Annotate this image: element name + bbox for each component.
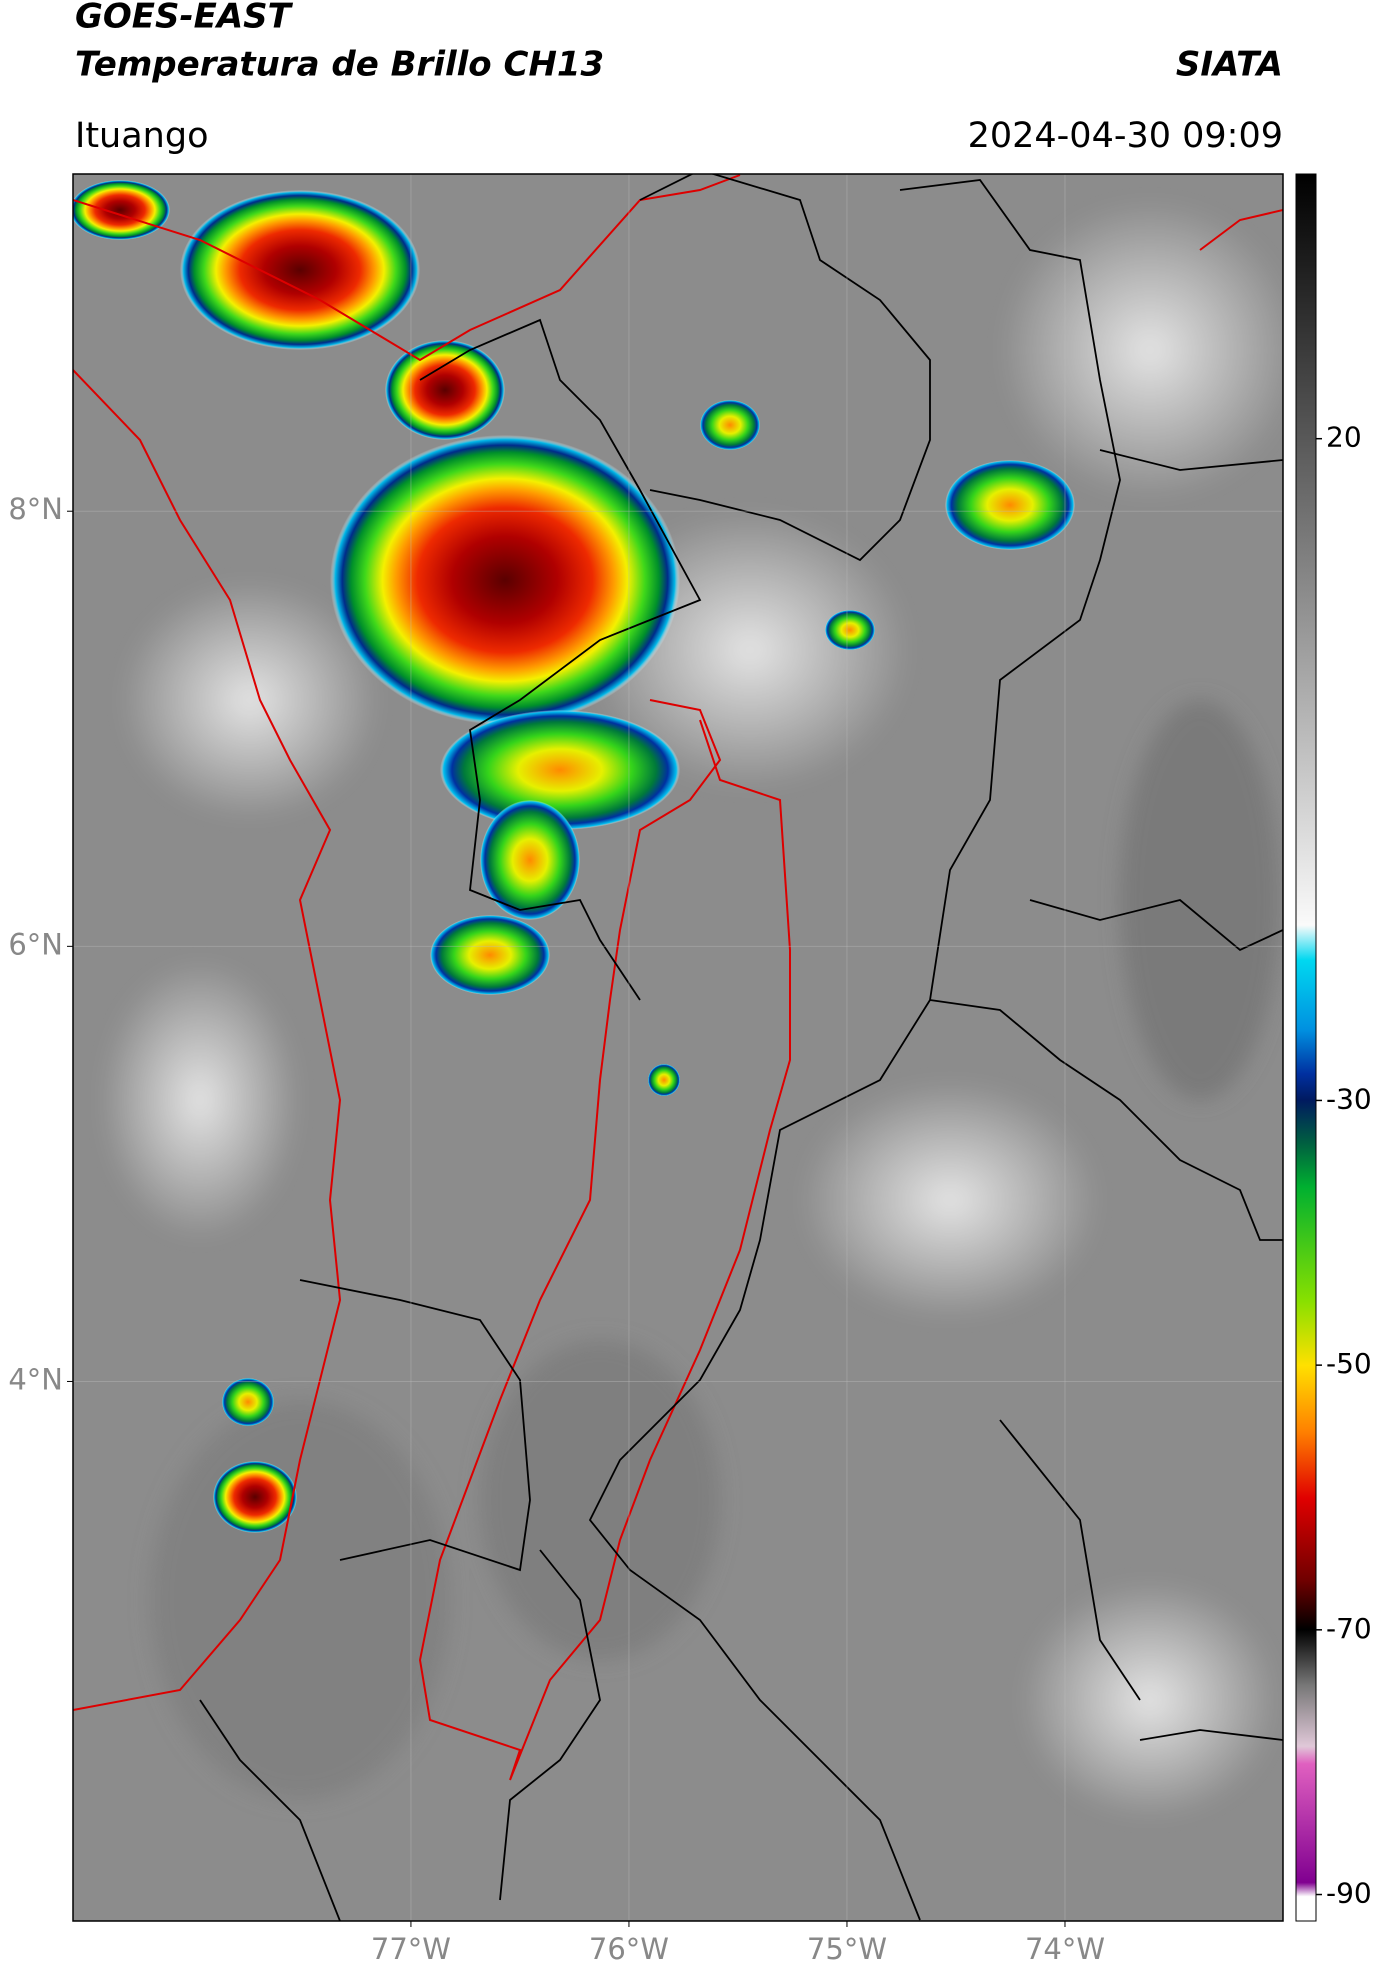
colorbar-label: -30 bbox=[1326, 1082, 1372, 1115]
x-tick-label: 76°W bbox=[589, 1932, 669, 1966]
x-tick-label: 74°W bbox=[1025, 1932, 1105, 1966]
colorbar-label: -70 bbox=[1326, 1612, 1372, 1645]
x-tick-label: 75°W bbox=[807, 1932, 887, 1966]
y-tick-label: 6°N bbox=[8, 927, 63, 961]
colorbar-label: -50 bbox=[1326, 1347, 1372, 1380]
y-tick-label: 8°N bbox=[8, 492, 63, 526]
colorbar-label: 20 bbox=[1326, 421, 1362, 454]
grid bbox=[73, 174, 1283, 1921]
subtitle: Temperatura de Brillo CH13 bbox=[75, 45, 604, 85]
datetime: 2024-04-30 09:09 bbox=[968, 116, 1283, 156]
title: GOES-EAST bbox=[75, 0, 294, 37]
x-tick-label: 77°W bbox=[371, 1932, 451, 1966]
y-tick-label: 4°N bbox=[8, 1362, 63, 1396]
map-frame bbox=[72, 173, 1284, 1922]
brand: SIATA bbox=[1176, 45, 1283, 85]
map-image bbox=[73, 174, 1283, 1921]
colorbar bbox=[1295, 173, 1317, 1922]
colorbar-label: -90 bbox=[1326, 1877, 1372, 1910]
location: Ituango bbox=[75, 116, 209, 156]
